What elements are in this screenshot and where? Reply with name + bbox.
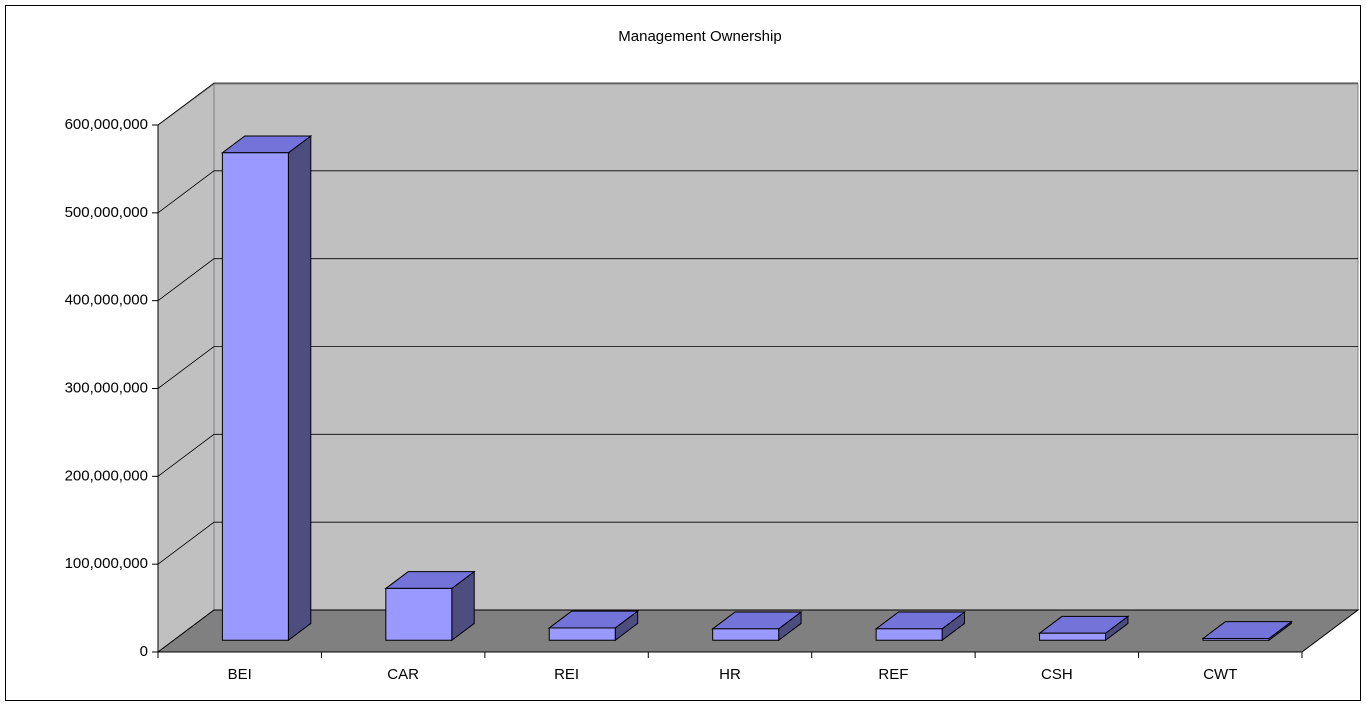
y-tick-label: 0 xyxy=(140,643,148,660)
y-tick-label: 300,000,000 xyxy=(65,379,148,396)
bar-front xyxy=(1039,632,1107,641)
bar xyxy=(874,611,967,642)
bar xyxy=(547,610,640,642)
bar xyxy=(711,611,803,642)
back-wall xyxy=(213,83,1359,611)
bar xyxy=(1201,620,1293,642)
grid-line xyxy=(157,521,1358,565)
x-tick-label: BEI xyxy=(228,666,252,683)
bar-front xyxy=(548,627,616,641)
y-tick-label: 200,000,000 xyxy=(65,467,148,484)
grid-line xyxy=(157,433,1358,477)
bar-front xyxy=(385,587,453,641)
bar-side xyxy=(287,134,312,642)
y-tick-label: 600,000,000 xyxy=(65,116,148,133)
bar xyxy=(220,134,313,642)
x-tick-label: REI xyxy=(554,666,579,683)
y-tick-label: 100,000,000 xyxy=(65,555,148,572)
x-tick-label: REF xyxy=(878,666,908,683)
x-tick-label: CSH xyxy=(1041,666,1073,683)
bar xyxy=(1038,615,1130,642)
grid-line xyxy=(157,346,1358,389)
chart-title: Management Ownership xyxy=(618,28,781,45)
bar-front xyxy=(875,628,943,641)
bar-front xyxy=(712,628,780,641)
x-tick-label: CWT xyxy=(1203,666,1237,683)
grid-line xyxy=(157,258,1358,301)
grid-line xyxy=(157,82,1358,126)
y-tick-label: 400,000,000 xyxy=(65,292,148,309)
y-tick-label: 500,000,000 xyxy=(65,204,148,221)
bar-front xyxy=(221,152,289,641)
x-tick-label: CAR xyxy=(387,666,419,683)
grid-line xyxy=(157,170,1358,214)
x-tick-label: HR xyxy=(719,666,741,683)
bar-front xyxy=(1202,637,1270,641)
bar xyxy=(384,570,476,642)
